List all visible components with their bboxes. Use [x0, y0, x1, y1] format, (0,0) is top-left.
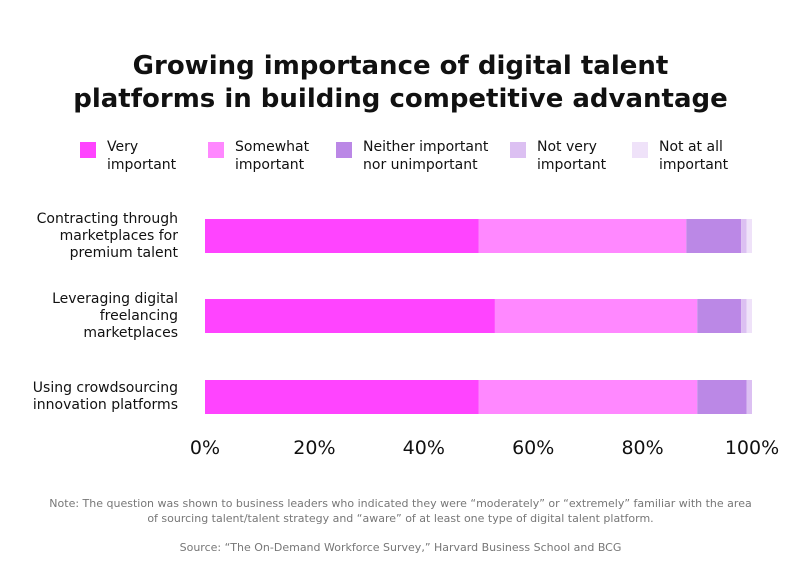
- legend-swatch: [80, 142, 96, 158]
- x-tick-label: 80%: [621, 437, 664, 459]
- x-tick-label: 0%: [189, 437, 221, 459]
- bar-segment: [746, 299, 752, 333]
- legend-label: Not at all important: [659, 139, 729, 173]
- bar-segment: [205, 380, 479, 414]
- bar-segment: [205, 299, 495, 333]
- legend-swatch: [208, 142, 224, 158]
- bar-segment: [478, 219, 687, 253]
- x-tick-label: 60%: [512, 437, 555, 459]
- category-label: Leveraging digital freelancing marketpla…: [52, 290, 178, 341]
- bar-segment: [741, 219, 747, 253]
- chart-title: Growing importance of digital talent pla…: [73, 51, 728, 114]
- legend-swatch: [336, 142, 352, 158]
- source: Source: “The On-Demand Workforce Survey,…: [179, 541, 622, 554]
- legend-swatch: [632, 142, 648, 158]
- bar-segment: [746, 380, 752, 414]
- bar-segment: [697, 380, 747, 414]
- bar-segment: [686, 219, 742, 253]
- x-tick-label: 40%: [402, 437, 445, 459]
- x-tick-label: 100%: [724, 437, 780, 459]
- bar-segment: [205, 219, 479, 253]
- category-label: Contracting through marketplaces for pre…: [36, 210, 178, 261]
- legend-swatch: [510, 142, 526, 158]
- x-tick-label: 20%: [293, 437, 336, 459]
- note: Note: The question was shown to business…: [49, 497, 752, 525]
- bar-segment: [478, 380, 698, 414]
- category-label: Using crowdsourcing innovation platforms: [32, 380, 178, 413]
- legend-label: Neither important nor unimportant: [363, 139, 489, 173]
- legend-label: Somewhat important: [235, 139, 310, 173]
- bar-segment: [741, 299, 747, 333]
- legend-label: Very important: [107, 139, 177, 173]
- bar-segment: [697, 299, 742, 333]
- bar-segment: [494, 299, 698, 333]
- legend-label: Not very important: [537, 139, 607, 173]
- bar-segment: [746, 219, 752, 253]
